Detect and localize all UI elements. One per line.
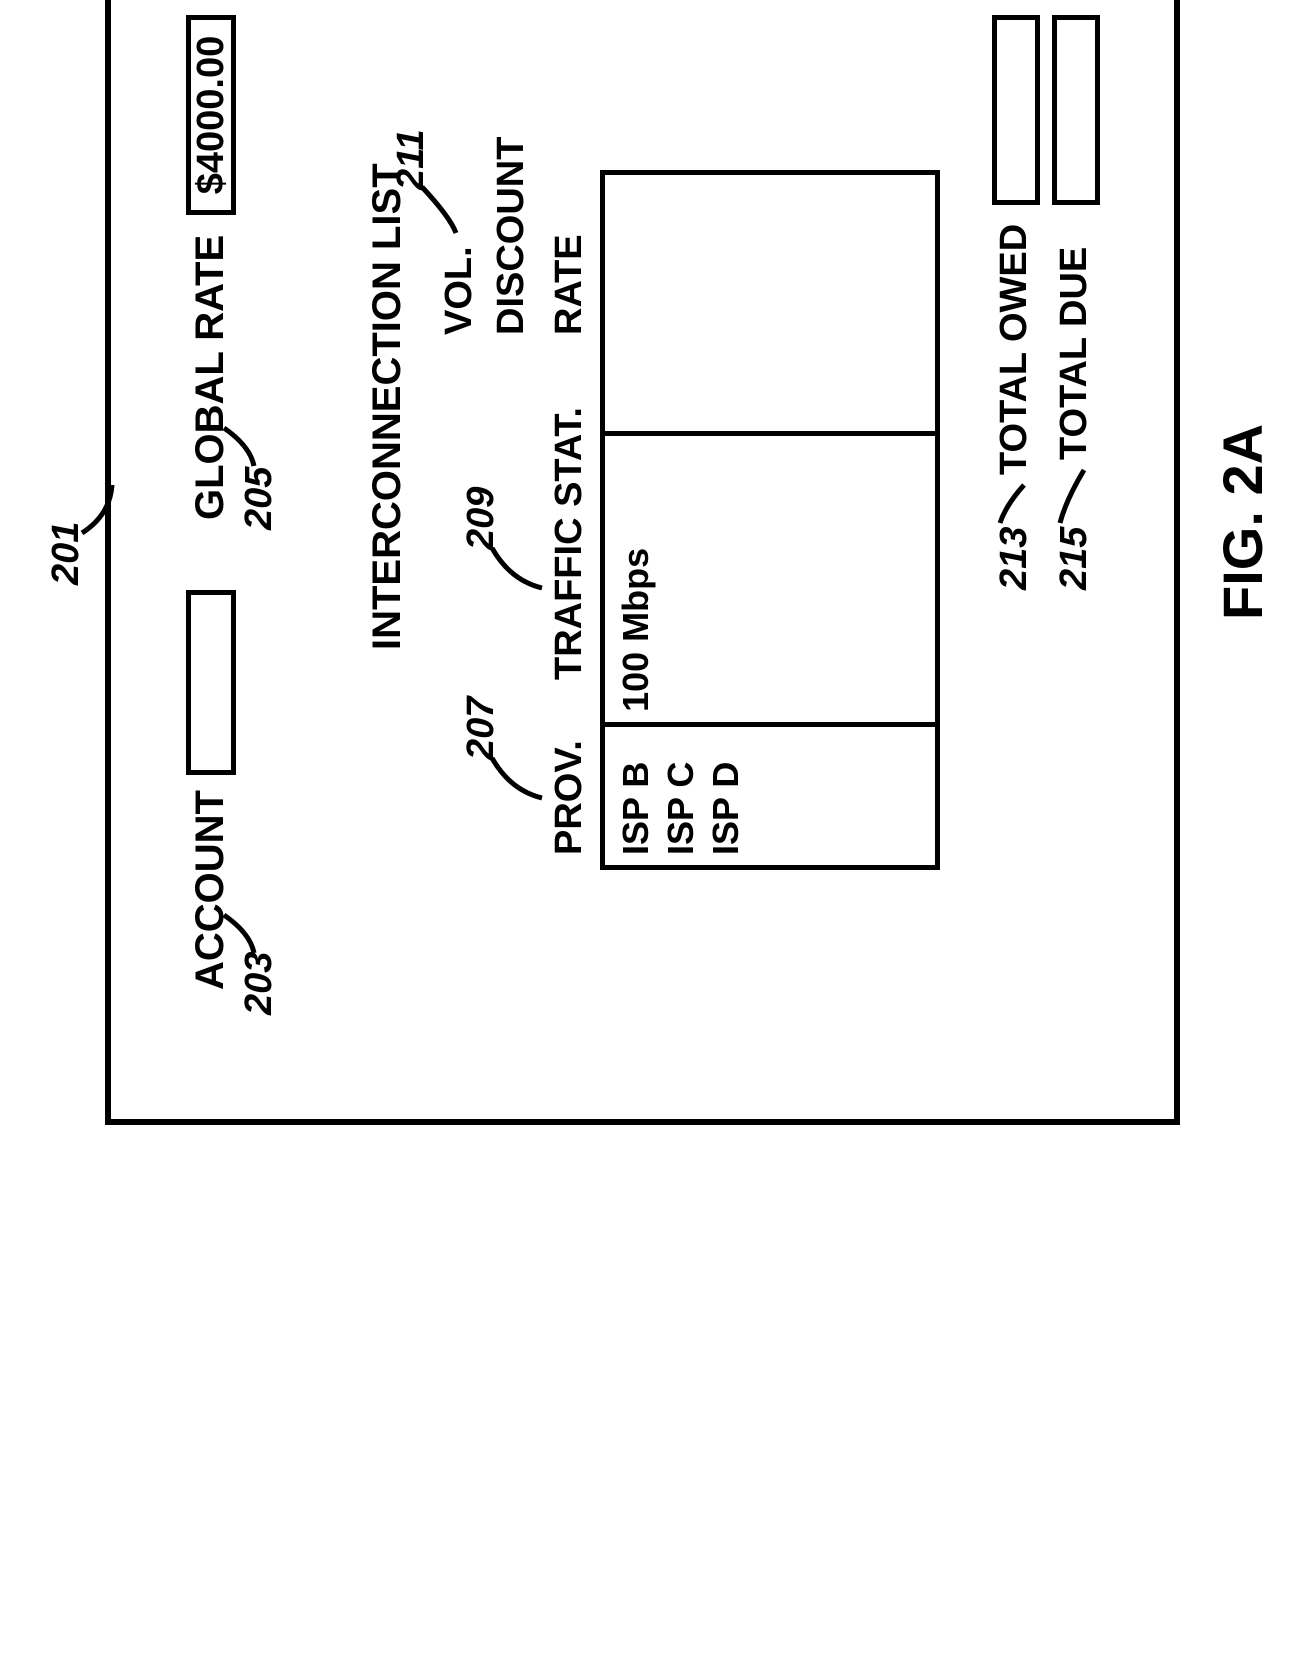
- callout-215: 215: [1053, 527, 1096, 590]
- callout-207: 207: [460, 697, 503, 760]
- callout-205: 205: [238, 467, 281, 530]
- header-vol-2: DISCOUNT: [490, 137, 533, 335]
- total-due-label: TOTAL DUE: [1053, 247, 1096, 460]
- table-col-traffic: 100 Mbps: [605, 431, 935, 722]
- global-rate-value: $4000.00: [190, 36, 233, 195]
- table-row: ISP B: [613, 737, 658, 855]
- total-due-input[interactable]: [1052, 15, 1100, 205]
- global-rate-input[interactable]: $4000.00: [186, 15, 236, 215]
- header-prov: PROV.: [548, 740, 591, 855]
- table-col-vol: [605, 175, 935, 431]
- callout-211: 211: [390, 129, 433, 190]
- table-row: 100 Mbps: [613, 446, 658, 712]
- table-row: ISP D: [703, 737, 748, 855]
- interconnection-table: ISP B ISP C ISP D 100 Mbps: [600, 170, 940, 870]
- callout-213: 213: [993, 527, 1036, 590]
- account-input[interactable]: [186, 590, 236, 775]
- callout-209: 209: [460, 487, 503, 550]
- figure-caption: FIG. 2A: [1210, 424, 1275, 620]
- callout-201-line: [80, 475, 120, 535]
- callout-203: 203: [238, 952, 281, 1015]
- callout-203-line: [222, 905, 257, 955]
- table-row: ISP C: [658, 737, 703, 855]
- callout-215-line: [1058, 465, 1088, 525]
- total-owed-input[interactable]: [992, 15, 1040, 205]
- header-vol-3: RATE: [548, 234, 591, 335]
- interconnection-list-heading: INTERCONNECTION LIST: [365, 163, 410, 650]
- callout-205-line: [222, 418, 257, 468]
- table-col-prov: ISP B ISP C ISP D: [605, 722, 935, 865]
- total-owed-label: TOTAL OWED: [993, 224, 1036, 475]
- callout-213-line: [998, 480, 1028, 525]
- header-traffic: TRAFFIC STAT.: [548, 407, 591, 680]
- global-rate-label: GLOBAL RATE: [188, 235, 233, 520]
- account-label: ACCOUNT: [188, 790, 233, 990]
- header-vol-1: VOL.: [438, 246, 481, 335]
